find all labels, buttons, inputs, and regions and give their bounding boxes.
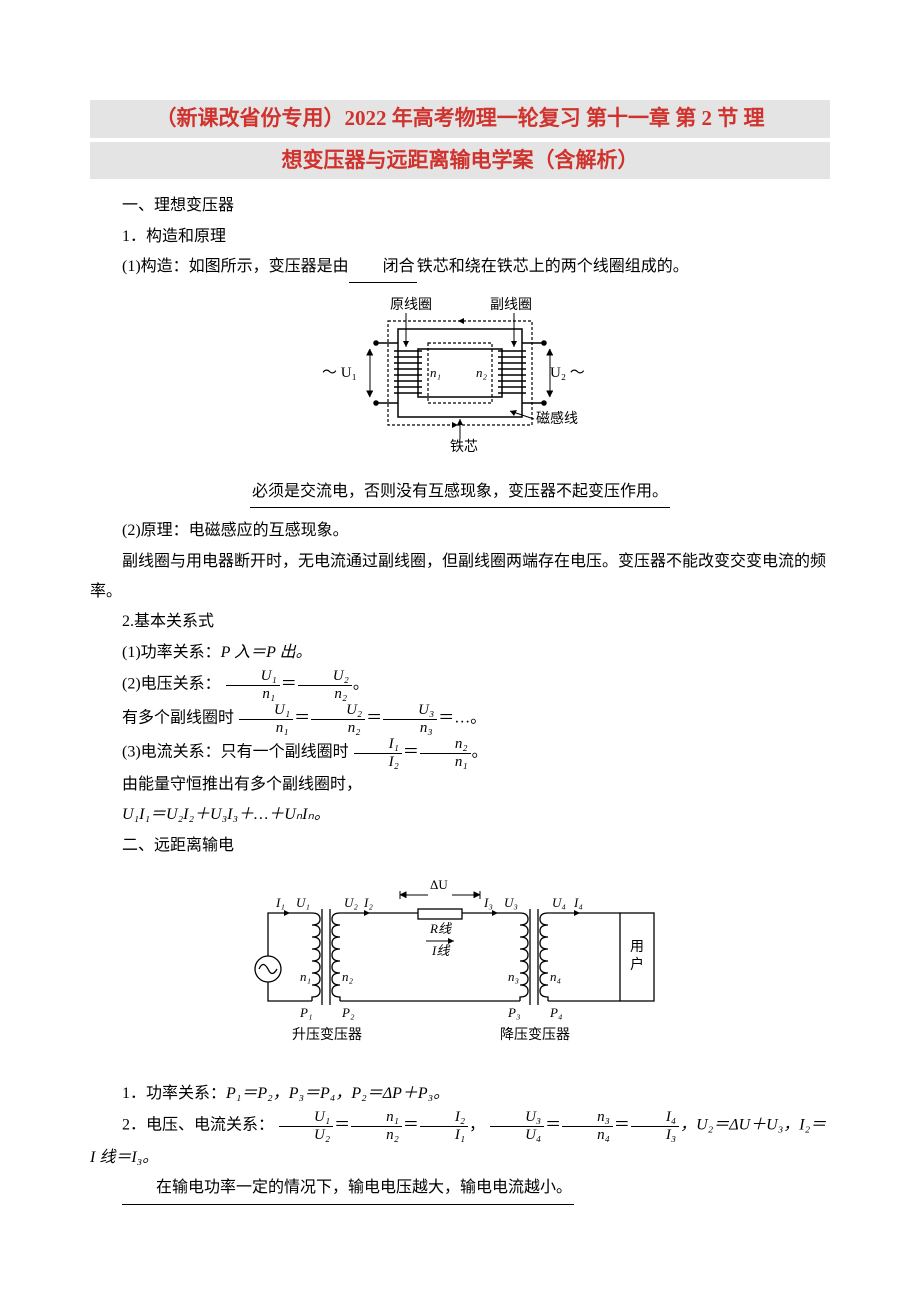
svg-text:I₃: I₃ xyxy=(483,895,493,910)
eq-power: (1)功率关系：P 入＝P 出。 xyxy=(90,638,830,668)
eq4-label: (3)电流关系：只有一个副线圈时 xyxy=(122,744,349,761)
s2-p1-body: P₁＝P₂，P₃＝P₄，P₂＝ΔP＋P₃。 xyxy=(226,1085,449,1102)
fig1-flux: 磁感线 xyxy=(536,410,578,427)
eq5-label: 由能量守恒推出有多个副线圈时， xyxy=(90,770,830,800)
svg-text:I₄: I₄ xyxy=(573,895,583,910)
s1-p2u: 闭合 xyxy=(349,252,417,283)
eq1-label: (1)功率关系： xyxy=(122,644,221,661)
s1-p3: (2)原理：电磁感应的互感现象。 xyxy=(90,516,830,546)
s1-p2a: (1)构造：如图所示，变压器是由 xyxy=(122,258,349,275)
s1-p1: 1．构造和原理 xyxy=(90,222,830,252)
svg-text:P₁: P₁ xyxy=(299,1005,312,1020)
frac-u1n1: U₁n₁ xyxy=(226,668,280,702)
eq-voltage: (2)电压关系： U₁n₁＝U₂n₂。 xyxy=(90,668,830,702)
svg-text:R线: R线 xyxy=(429,921,452,936)
note2-wrap: 在输电功率一定的情况下，输电电压越大，输电电流越小。 xyxy=(90,1173,830,1204)
eq1-body: P 入＝P 出。 xyxy=(221,644,312,661)
s1-p2: (1)构造：如图所示，变压器是由闭合铁芯和绕在铁芯上的两个线圈组成的。 xyxy=(90,252,830,283)
s1-p5: 2.基本关系式 xyxy=(90,607,830,637)
fig1-core: 铁芯 xyxy=(450,439,478,455)
doc-title-line1: （新课改省份专用）2022 年高考物理一轮复习 第十一章 第 2 节 理 xyxy=(90,100,830,138)
page: （新课改省份专用）2022 年高考物理一轮复习 第十一章 第 2 节 理 想变压… xyxy=(0,0,920,1265)
frac-i2i1: I₂I₁ xyxy=(420,1109,468,1143)
frac-u2n2b: U₂n₂ xyxy=(311,702,365,736)
svg-text:U₃: U₃ xyxy=(504,895,518,910)
section1-heading: 一、理想变压器 xyxy=(90,191,830,221)
fig1-u2: U₂ ～ xyxy=(550,365,585,381)
svg-text:U₂: U₂ xyxy=(344,895,358,910)
svg-text:I₂: I₂ xyxy=(363,895,373,910)
transmission-figure: ΔU I₁ U₁ U₂ I₂ I₃ U₃ U₄ I₄ R线 I线 n₁ n₂ n… xyxy=(90,869,830,1060)
fig1-primary: 原线圈 xyxy=(390,297,432,313)
svg-text:P₂: P₂ xyxy=(341,1005,355,1020)
svg-text:用: 用 xyxy=(630,940,644,955)
svg-text:P₃: P₃ xyxy=(507,1005,520,1020)
svg-text:U₄: U₄ xyxy=(552,895,566,910)
fig1-n1: n₁ xyxy=(430,365,441,380)
frac-u1n1b: U₁n₁ xyxy=(239,702,293,736)
svg-text:n₂: n₂ xyxy=(342,969,354,984)
s2-p2: 2．电压、电流关系： U₁U₂＝n₁n₂＝I₂I₁， U₃U₄＝n₃n₄＝I₄I… xyxy=(90,1109,830,1173)
transformer-figure: 原线圈 副线圈 ～ U₁ U₂ ～ n₁ n₂ 磁感线 铁芯 xyxy=(90,291,830,472)
frac-i1i2: I₁I₂ xyxy=(354,736,402,770)
svg-text:户: 户 xyxy=(630,956,644,973)
s2-p1-label: 1．功率关系： xyxy=(122,1085,226,1102)
svg-text:n₄: n₄ xyxy=(550,969,562,984)
svg-text:n₁: n₁ xyxy=(300,969,311,984)
svg-text:U₁: U₁ xyxy=(296,895,310,910)
frac-i4i3: I₄I₃ xyxy=(631,1109,679,1143)
frac-n1n2: n₁n₂ xyxy=(351,1109,402,1143)
frac-u2n2: U₂n₂ xyxy=(298,668,352,702)
svg-text:P₄: P₄ xyxy=(549,1005,563,1020)
fig1-n2: n₂ xyxy=(476,365,488,380)
eq3-tail: ＝…。 xyxy=(438,710,486,727)
fig1-u1: ～ U₁ xyxy=(322,365,357,381)
s2-p2-label: 2．电压、电流关系： xyxy=(122,1117,274,1134)
eq-current: (3)电流关系：只有一个副线圈时 I₁I₂＝n₂n₁。 xyxy=(90,736,830,770)
eq-voltage-multi: 有多个副线圈时 U₁n₁＝U₂n₂＝U₃n₃＝…。 xyxy=(90,702,830,736)
section2-heading: 二、远距离输电 xyxy=(90,831,830,861)
svg-text:降压变压器: 降压变压器 xyxy=(500,1027,570,1043)
transformer-svg: 原线圈 副线圈 ～ U₁ U₂ ～ n₁ n₂ 磁感线 铁芯 xyxy=(310,291,610,461)
note1: 必须是交流电，否则没有互感现象，变压器不起变压作用。 xyxy=(250,477,670,508)
eq3-label: 有多个副线圈时 xyxy=(122,710,234,727)
frac-u3u4: U₃U₄ xyxy=(490,1109,544,1143)
frac-u3n3: U₃n₃ xyxy=(383,702,437,736)
frac-n2n1: n₂n₁ xyxy=(420,736,471,770)
svg-text:升压变压器: 升压变压器 xyxy=(292,1027,362,1043)
svg-text:I线: I线 xyxy=(431,943,450,958)
transmission-svg: ΔU I₁ U₁ U₂ I₂ I₃ U₃ U₄ I₄ R线 I线 n₁ n₂ n… xyxy=(240,869,680,1049)
eq5-body: U₁I₁＝U₂I₂＋U₃I₃＋…＋UₙIₙ。 xyxy=(90,800,830,830)
svg-text:n₃: n₃ xyxy=(508,969,519,984)
svg-text:I₁: I₁ xyxy=(275,895,285,910)
s2-p1: 1．功率关系：P₁＝P₂，P₃＝P₄，P₂＝ΔP＋P₃。 xyxy=(90,1079,830,1109)
note2: 在输电功率一定的情况下，输电电压越大，输电电流越小。 xyxy=(122,1173,574,1204)
eq2-label: (2)电压关系： xyxy=(122,676,221,693)
doc-title-line2: 想变压器与远距离输电学案（含解析） xyxy=(90,142,830,180)
fig1-secondary: 副线圈 xyxy=(490,297,532,313)
frac-n3n4: n₃n₄ xyxy=(562,1109,613,1143)
s1-p4: 副线圈与用电器断开时，无电流通过副线圈，但副线圈两端存在电压。变压器不能改变交变… xyxy=(90,547,830,608)
s1-p2b: 铁芯和绕在铁芯上的两个线圈组成的。 xyxy=(417,258,689,275)
svg-text:ΔU: ΔU xyxy=(430,877,448,892)
note1-wrap: 必须是交流电，否则没有互感现象，变压器不起变压作用。 xyxy=(90,477,830,508)
frac-u1u2: U₁U₂ xyxy=(279,1109,333,1143)
